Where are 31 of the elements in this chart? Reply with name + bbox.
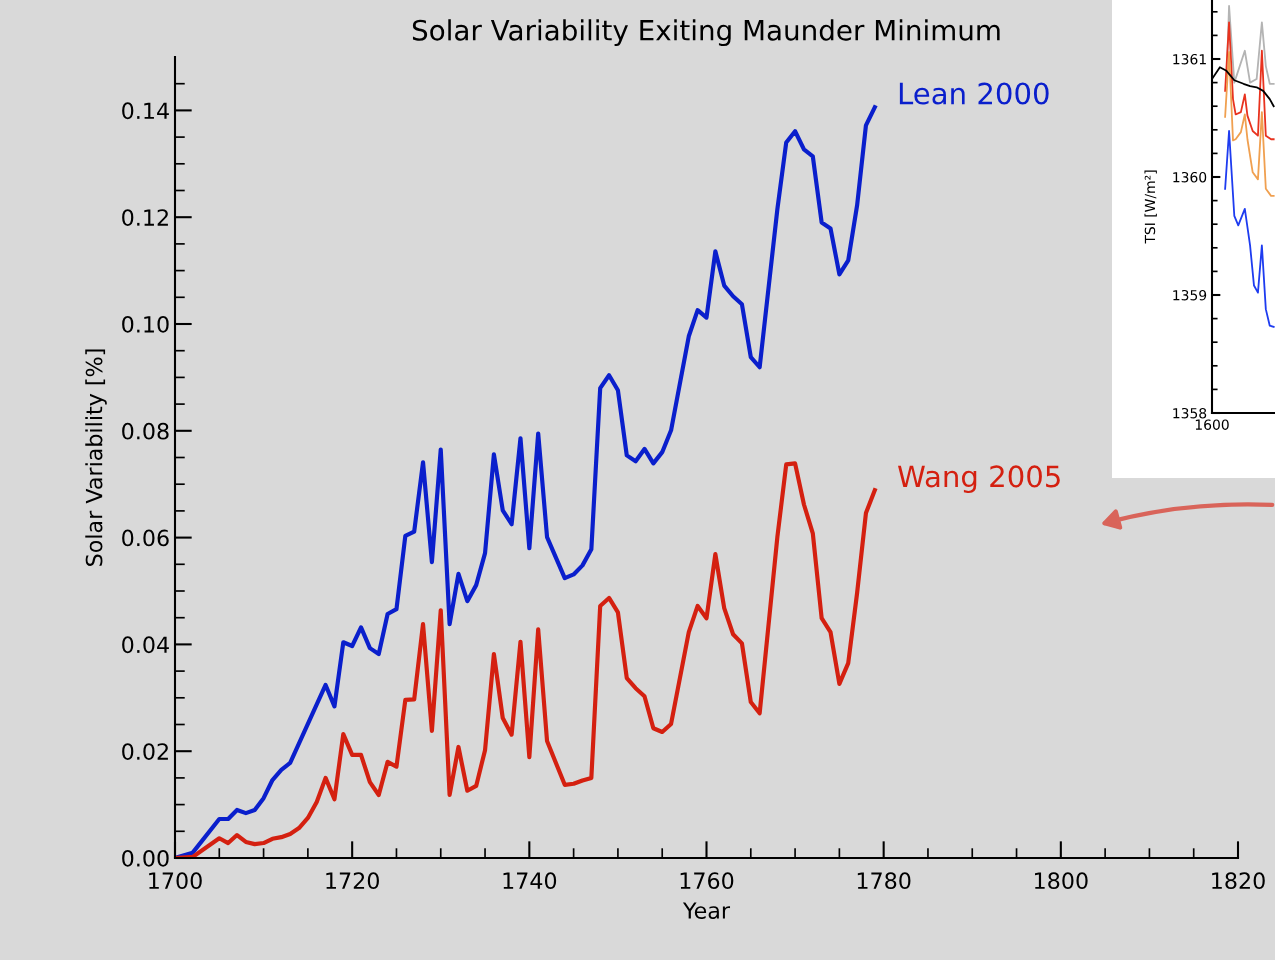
y-tick-label: 1359	[1173, 289, 1207, 301]
y-tick-label: 0.12	[122, 209, 168, 226]
x-tick-label: 1780	[857, 872, 911, 890]
x-tick-label: 1740	[503, 872, 557, 890]
chart-title: Solar Variability Exiting Maunder Minimum	[412, 19, 1000, 47]
annotation: 1600	[1195, 419, 1229, 430]
line-series	[175, 105, 877, 858]
y-tick-label: 0.04	[122, 636, 169, 654]
line-series	[1224, 51, 1275, 197]
series-label: Lean 2000	[899, 82, 1049, 105]
line-series	[1224, 130, 1275, 328]
x-axis-title: Year	[682, 902, 731, 919]
x-tick-label: 1760	[680, 872, 734, 890]
x-tick-label: 1800	[1035, 872, 1088, 890]
x-tick-label: 1720	[326, 872, 379, 890]
y-tick-label: 1358	[1173, 407, 1207, 419]
line-series	[1224, 21, 1275, 141]
y-tick-label: 1361	[1173, 53, 1206, 65]
y-tick-label: 1360	[1173, 171, 1207, 183]
y-tick-label: 0.06	[122, 529, 169, 547]
x-tick-label: 1820	[1212, 872, 1265, 890]
x-tick-label: 1700	[149, 872, 202, 890]
y-tick-label: 0.08	[122, 422, 169, 440]
y-tick-label: 0.14	[122, 102, 169, 120]
y-tick-label: 0.00	[122, 849, 169, 867]
y-tick-label: 0.10	[122, 315, 169, 333]
y-tick-label: 0.02	[122, 743, 168, 760]
line-series	[175, 461, 877, 858]
series-label: Wang 2005	[898, 465, 1060, 494]
y-axis-title: TSI [W/m²]	[1144, 170, 1157, 244]
y-axis-title: Solar Variability [%]	[85, 349, 107, 566]
